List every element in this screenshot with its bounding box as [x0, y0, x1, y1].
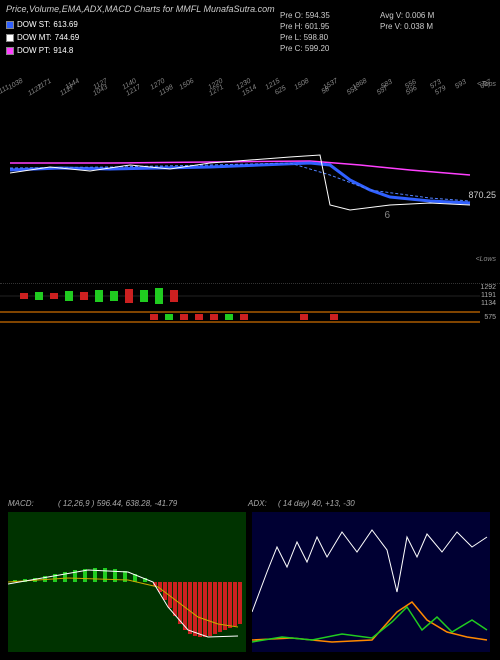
volume-chart: 1292 1191 1134: [0, 283, 500, 308]
lows-label: <Lows: [476, 256, 496, 263]
legend-mt: DOW MT: 744.69: [6, 33, 79, 42]
orange-svg: [0, 308, 480, 328]
pre-h: Pre H: 601.95: [280, 21, 330, 32]
pre-c: Pre C: 599.20: [280, 43, 330, 54]
macd-chart: [8, 512, 246, 652]
macd-detail: ( 12,26,9 ) 596.44, 638.28, -41.79: [58, 499, 248, 508]
legend-st: DOW ST: 613.69: [6, 20, 78, 29]
orange-indicator: 575: [0, 308, 500, 328]
orange-label: 575: [484, 314, 496, 321]
adx-detail: ( 14 day) 40, +13, -30: [278, 499, 355, 508]
volume-svg: [0, 284, 480, 309]
legend-mt-color: [6, 34, 14, 42]
legend-mt-label: DOW MT:: [17, 33, 52, 42]
legend-st-color: [6, 21, 14, 29]
pre-l: Pre L: 598.80: [280, 32, 330, 43]
main-price-chart: 1038117111441127114012701506122012301215…: [0, 75, 500, 255]
pre-o: Pre O: 594.35: [280, 10, 330, 21]
bottom-label-row: MACD: ( 12,26,9 ) 596.44, 638.28, -41.79…: [8, 499, 492, 508]
legend-st-value: 613.69: [53, 20, 77, 29]
legend-pt-color: [6, 47, 14, 55]
macd-title: MACD:: [8, 499, 58, 508]
info-pre-block: Pre O: 594.35 Pre H: 601.95 Pre L: 598.8…: [280, 10, 330, 54]
legend-row-3: DOW PT: 914.8: [0, 44, 500, 57]
pre-v: Pre V: 0.038 M: [380, 21, 434, 32]
adx-chart: [252, 512, 490, 652]
bottom-axis-labels: 1038111111271127104312171198127115146255…: [0, 75, 500, 263]
adx-svg: [252, 512, 490, 652]
legend-row-2: DOW MT: 744.69: [0, 31, 500, 44]
legend-mt-value: 744.69: [55, 33, 79, 42]
adx-title: ADX:: [248, 499, 278, 508]
macd-svg: [8, 512, 246, 652]
vol-label-1: 1292: [480, 284, 496, 291]
legend-pt-label: DOW PT:: [17, 46, 50, 55]
legend-st-label: DOW ST:: [17, 20, 50, 29]
info-vol-block: Avg V: 0.006 M Pre V: 0.038 M: [380, 10, 434, 32]
avg-v: Avg V: 0.006 M: [380, 10, 434, 21]
vol-label-3: 1134: [481, 300, 496, 307]
bottom-charts: [8, 512, 492, 652]
legend-pt: DOW PT: 914.8: [6, 46, 73, 55]
legend-pt-value: 914.8: [53, 46, 73, 55]
vol-label-2: 1191: [481, 292, 496, 299]
